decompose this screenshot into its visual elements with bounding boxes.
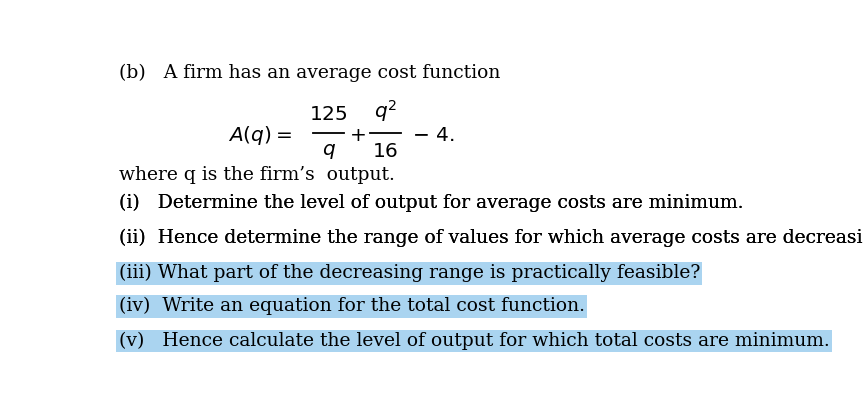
Text: $q^2$: $q^2$ bbox=[374, 98, 397, 124]
Text: $+$: $+$ bbox=[349, 126, 366, 145]
Text: (ii)  Hence determine the range of values for which average costs are decreasing: (ii) Hence determine the range of values… bbox=[119, 229, 863, 247]
Text: (v)   Hence calculate the level of output for which total costs are minimum.: (v) Hence calculate the level of output … bbox=[119, 332, 829, 350]
Text: $A(q) =$: $A(q) =$ bbox=[229, 124, 293, 147]
Text: $16$: $16$ bbox=[372, 142, 399, 161]
Text: (iii) What part of the decreasing range is practically feasible?: (iii) What part of the decreasing range … bbox=[119, 264, 700, 282]
Text: (i)   Determine the level of output for average costs are minimum.: (i) Determine the level of output for av… bbox=[119, 193, 743, 211]
Text: (iv)  Write an equation for the total cost function.: (iv) Write an equation for the total cos… bbox=[119, 297, 585, 315]
Text: (b)   A firm has an average cost function: (b) A firm has an average cost function bbox=[119, 64, 500, 82]
Text: $q$: $q$ bbox=[322, 142, 336, 161]
Text: $-\ 4.$: $-\ 4.$ bbox=[413, 126, 455, 145]
Text: (i)   Determine the level of output for average costs are minimum.: (i) Determine the level of output for av… bbox=[119, 193, 743, 211]
Text: where q is the firm’s  output.: where q is the firm’s output. bbox=[119, 166, 394, 184]
Text: $125$: $125$ bbox=[310, 105, 348, 124]
Text: (ii)  Hence determine the range of values for which average costs are decreasing: (ii) Hence determine the range of values… bbox=[119, 229, 863, 247]
